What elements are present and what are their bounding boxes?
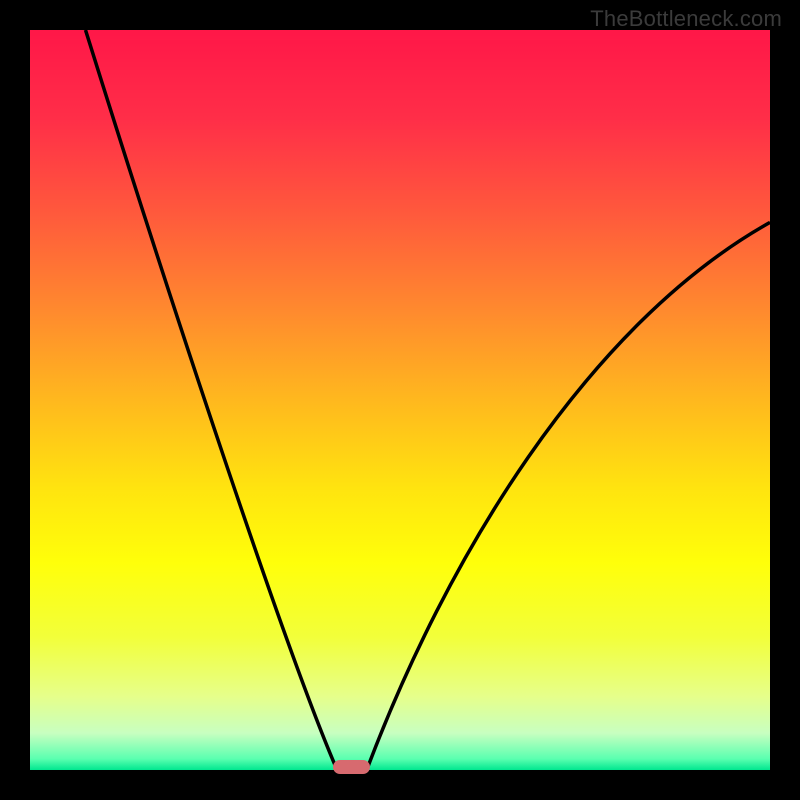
- chart-background: [30, 30, 770, 770]
- chart-plot-area: [30, 30, 770, 770]
- chart-svg: [30, 30, 770, 770]
- curve-minimum-marker: [333, 760, 370, 775]
- watermark-text: TheBottleneck.com: [590, 6, 782, 32]
